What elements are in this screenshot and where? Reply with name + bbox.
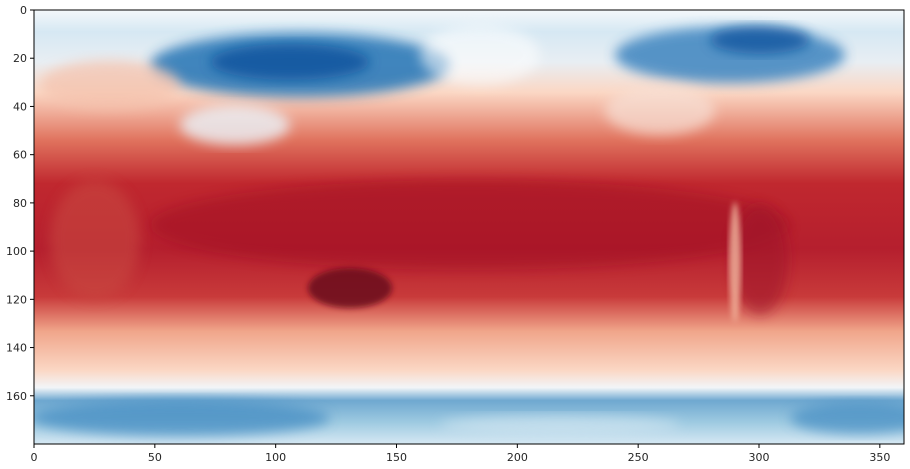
africa-land-region [50,180,140,300]
y-tick-label: 60 [13,149,27,162]
ross-sea-pale-region [440,415,680,435]
north-america-deep-cold-region [710,26,810,54]
central-asia-pale-region [180,105,290,145]
siberia-deep-cold-region [210,44,370,80]
y-tick-label: 100 [6,245,27,258]
y-tick-label: 140 [6,342,27,355]
x-tick-label: 300 [749,451,770,464]
antarctica-cold-region-east [790,402,904,434]
y-tick-label: 40 [13,100,27,113]
andes-pale-strip [729,202,741,322]
x-tick-label: 250 [628,451,649,464]
plot-frame [33,9,905,445]
heatmap-features [34,25,904,436]
plot-area [34,10,904,444]
y-tick-label: 20 [13,52,27,65]
x-tick-label: 350 [869,451,890,464]
south-america-land-region [732,205,788,315]
arctic-pale-region [420,25,540,85]
x-axis: 0 50 100 150 200 250 300 350 [31,444,890,464]
australia-hot-region [308,268,392,308]
antarctica-cold-region-west [34,400,330,436]
x-tick-label: 100 [265,451,286,464]
y-axis: 0 20 40 60 80 100 120 140 160 [6,4,34,403]
y-tick-label: 0 [20,4,27,17]
pacific-warm-band [150,180,790,270]
x-tick-label: 200 [507,451,528,464]
y-tick-label: 120 [6,293,27,306]
x-tick-label: 0 [31,451,38,464]
y-tick-label: 160 [6,390,27,403]
europe-cool-region [40,60,180,110]
x-tick-label: 150 [386,451,407,464]
y-tick-label: 80 [13,197,27,210]
north-america-pale-region [605,85,715,135]
x-tick-label: 50 [148,451,162,464]
